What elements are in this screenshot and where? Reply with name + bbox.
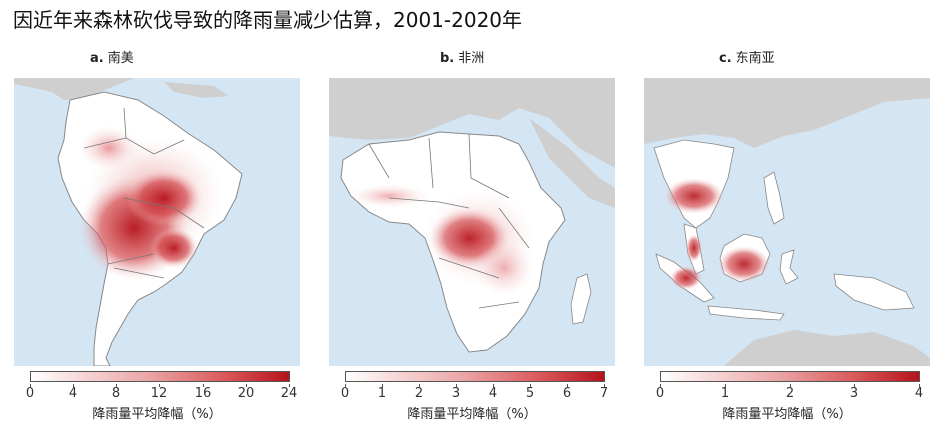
tick-label: 3: [849, 386, 859, 401]
tick-label: 1: [720, 386, 730, 401]
map-panel-south-america: 0 4 8 12 16 20 24 降雨量平均降幅（%）: [14, 78, 300, 423]
panel-label-south-america: a. 南美: [90, 51, 134, 66]
colorbar-title: 降雨量平均降幅（%）: [92, 407, 222, 422]
southeast-asia-map: [644, 78, 930, 366]
tick-label: 3: [451, 386, 461, 401]
panel-label-southeast-asia: c. 东南亚: [719, 51, 775, 66]
colorbar-africa: 0 1 2 3 4 5 6 7 降雨量平均降幅（%）: [329, 366, 615, 423]
colorbar-south-america: 0 4 8 12 16 20 24 降雨量平均降幅（%）: [14, 366, 300, 423]
tick-label: 4: [488, 386, 498, 401]
africa-map: [329, 78, 615, 353]
tick-label: 4: [914, 386, 924, 401]
tick-label: 0: [340, 386, 350, 401]
tick-label: 4: [68, 386, 78, 401]
figure-title: 因近年来森林砍伐导致的降雨量减少估算，2001-2020年: [13, 8, 523, 32]
tick-label: 5: [525, 386, 535, 401]
tick-label: 7: [599, 386, 609, 401]
tick-label: 12: [150, 386, 168, 401]
colorbar-gradient: [345, 371, 605, 382]
tick-label: 24: [280, 386, 298, 401]
tick-label: 2: [785, 386, 795, 401]
tick-label: 8: [111, 386, 121, 401]
colorbar-title: 降雨量平均降幅（%）: [722, 407, 852, 422]
colorbar-southeast-asia: 0 1 2 3 4 降雨量平均降幅（%）: [644, 366, 930, 423]
tick-label: 0: [25, 386, 35, 401]
tick-label: 2: [414, 386, 424, 401]
colorbar-gradient: [660, 371, 920, 382]
tick-label: 1: [377, 386, 387, 401]
tick-label: 16: [194, 386, 212, 401]
tick-label: 20: [237, 386, 255, 401]
panel-label-africa: b. 非洲: [440, 51, 485, 66]
map-panel-southeast-asia: 0 1 2 3 4 降雨量平均降幅（%）: [644, 78, 930, 423]
tick-label: 0: [655, 386, 665, 401]
map-panel-africa: 0 1 2 3 4 5 6 7 降雨量平均降幅（%）: [329, 78, 615, 423]
colorbar-title: 降雨量平均降幅（%）: [407, 407, 537, 422]
tick-label: 6: [562, 386, 572, 401]
colorbar-gradient: [30, 371, 290, 382]
south-america-map: [14, 78, 243, 366]
